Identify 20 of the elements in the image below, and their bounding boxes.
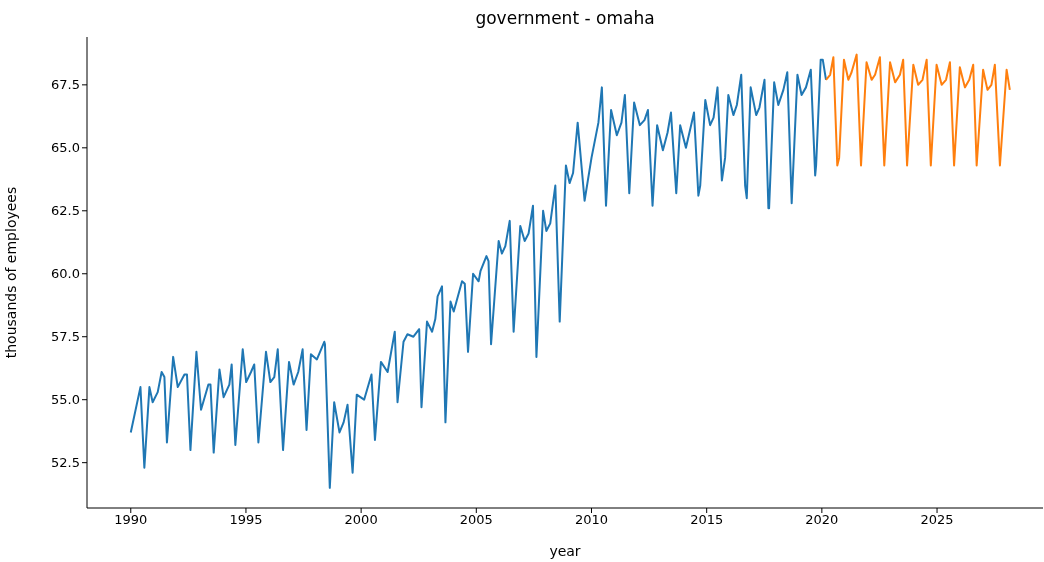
x-tick-label: 1995 <box>229 512 263 528</box>
y-tick-label: 55.0 <box>51 392 80 408</box>
y-tick-label: 57.5 <box>51 329 80 345</box>
x-tick-label: 1990 <box>114 512 148 528</box>
y-tick-label: 67.5 <box>51 77 80 93</box>
x-tick-label: 2025 <box>920 512 954 528</box>
chart-title: government - omaha <box>474 8 656 28</box>
line-series <box>129 58 827 489</box>
x-tick-label: 2005 <box>459 512 493 528</box>
x-tick-label: 2000 <box>344 512 378 528</box>
x-tick-label: 2010 <box>574 512 609 528</box>
y-tick-label: 60.0 <box>51 266 80 282</box>
x-tick-label: 2020 <box>805 512 839 528</box>
x-tick-label: 2015 <box>690 512 724 528</box>
y-tick-label: 65.0 <box>51 140 80 156</box>
y-axis-title: thousands of employees <box>2 186 19 359</box>
x-axis-title: year <box>549 543 581 559</box>
y-tick-label: 52.5 <box>51 455 80 471</box>
y-tick-label: 62.5 <box>51 203 80 219</box>
line-series <box>825 53 1011 167</box>
